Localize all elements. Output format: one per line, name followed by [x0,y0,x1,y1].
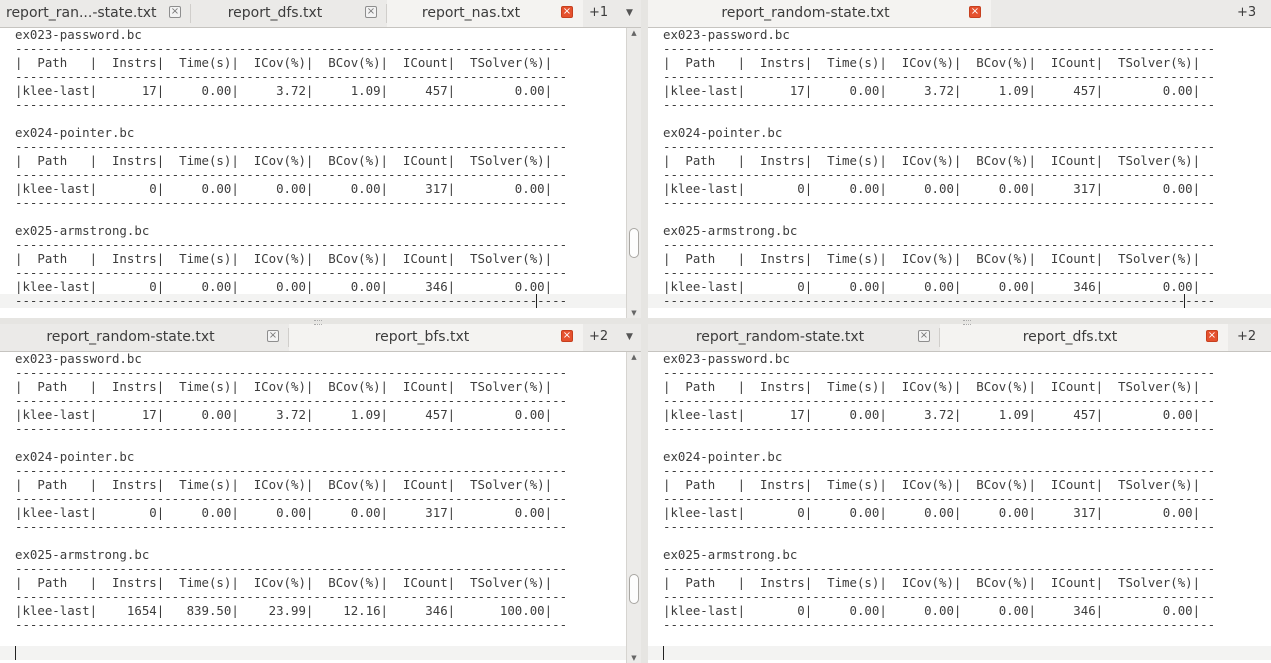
vertical-scrollbar[interactable]: ▲ ▼ [626,28,641,318]
tab-report-bfs[interactable]: report_bfs.txt × [289,324,583,351]
tab-label: report_random-state.txt [695,329,865,345]
more-tabs-count[interactable]: +3 [1237,5,1257,20]
current-line-highlight [0,294,626,308]
editor-pane-bottom-left: report_random-state.txt × report_bfs.txt… [0,324,641,663]
chevron-down-icon[interactable]: ▼ [626,8,633,18]
tab-separator [386,4,387,23]
vertical-scrollbar[interactable]: ▲ ▼ [626,352,641,663]
scroll-up-icon[interactable]: ▲ [631,353,637,361]
close-icon[interactable]: × [267,330,279,342]
editor-text: ex023-password.bc ----------------------… [663,27,1216,308]
close-icon[interactable]: × [918,330,930,342]
close-icon[interactable]: × [561,6,573,18]
editor-text: ex023-password.bc ----------------------… [663,351,1216,632]
scroll-up-icon[interactable]: ▲ [631,29,637,37]
tab-bar: report_random-state.txt × report_dfs.txt… [648,324,1271,352]
close-icon[interactable]: × [561,330,573,342]
tab-bar: report_ran...-state.txt × report_dfs.txt… [0,0,641,28]
scroll-down-icon[interactable]: ▼ [631,654,637,662]
current-line-highlight [0,646,626,660]
text-cursor [663,646,664,660]
tab-label: report_random-state.txt [46,329,215,345]
tab-separator [190,4,191,23]
tab-separator [939,328,940,347]
chevron-down-icon[interactable]: ▼ [626,332,633,342]
tab-bar: report_random-state.txt × +3 [648,0,1271,28]
text-editor[interactable]: ex023-password.bc ----------------------… [648,28,1271,318]
current-line-highlight [648,646,1271,660]
scroll-down-icon[interactable]: ▼ [631,309,637,317]
current-line-highlight [648,294,1271,308]
tab-label: report_ran...-state.txt [6,5,157,21]
more-tabs-count[interactable]: +2 [1237,329,1257,344]
tab-label: report_dfs.txt [1022,329,1118,345]
editor-text: ex023-password.bc ----------------------… [15,351,568,632]
tab-report-random-state[interactable]: report_random-state.txt × [648,324,940,351]
text-editor[interactable]: ex023-password.bc ----------------------… [0,28,626,318]
scrollbar-thumb[interactable] [629,574,639,604]
text-cursor [1184,294,1185,308]
horizontal-splitter-handle[interactable] [963,320,971,325]
tab-label: report_nas.txt [421,5,521,21]
tab-report-random-state[interactable]: report_random-state.txt × [0,324,289,351]
tab-label: report_bfs.txt [374,329,470,345]
editor-pane-bottom-right: report_random-state.txt × report_dfs.txt… [648,324,1271,663]
more-tabs-count[interactable]: +2 [589,329,609,344]
tab-report-random-state[interactable]: report_ran...-state.txt × [0,0,191,27]
close-icon[interactable]: × [169,6,181,18]
text-cursor [15,646,16,660]
close-icon[interactable]: × [969,6,981,18]
close-icon[interactable]: × [1206,330,1218,342]
scrollbar-thumb[interactable] [629,228,639,258]
tab-separator [288,328,289,347]
editor-text: ex023-password.bc ----------------------… [15,27,568,308]
tab-label: report_random-state.txt [721,5,890,21]
close-icon[interactable]: × [365,6,377,18]
tab-bar: report_random-state.txt × report_bfs.txt… [0,324,641,352]
text-editor[interactable]: ex023-password.bc ----------------------… [648,352,1271,663]
horizontal-splitter-handle[interactable] [314,320,322,325]
tab-label: report_dfs.txt [227,5,323,21]
tab-report-random-state[interactable]: report_random-state.txt × [648,0,991,27]
tab-report-dfs[interactable]: report_dfs.txt × [940,324,1228,351]
text-editor[interactable]: ex023-password.bc ----------------------… [0,352,626,663]
more-tabs-count[interactable]: +1 [589,5,609,20]
editor-pane-top-left: report_ran...-state.txt × report_dfs.txt… [0,0,641,318]
editor-pane-top-right: report_random-state.txt × +3 ex023-passw… [648,0,1271,318]
tab-report-dfs[interactable]: report_dfs.txt × [191,0,387,27]
tab-report-nas[interactable]: report_nas.txt × [387,0,583,27]
text-cursor [536,294,537,308]
